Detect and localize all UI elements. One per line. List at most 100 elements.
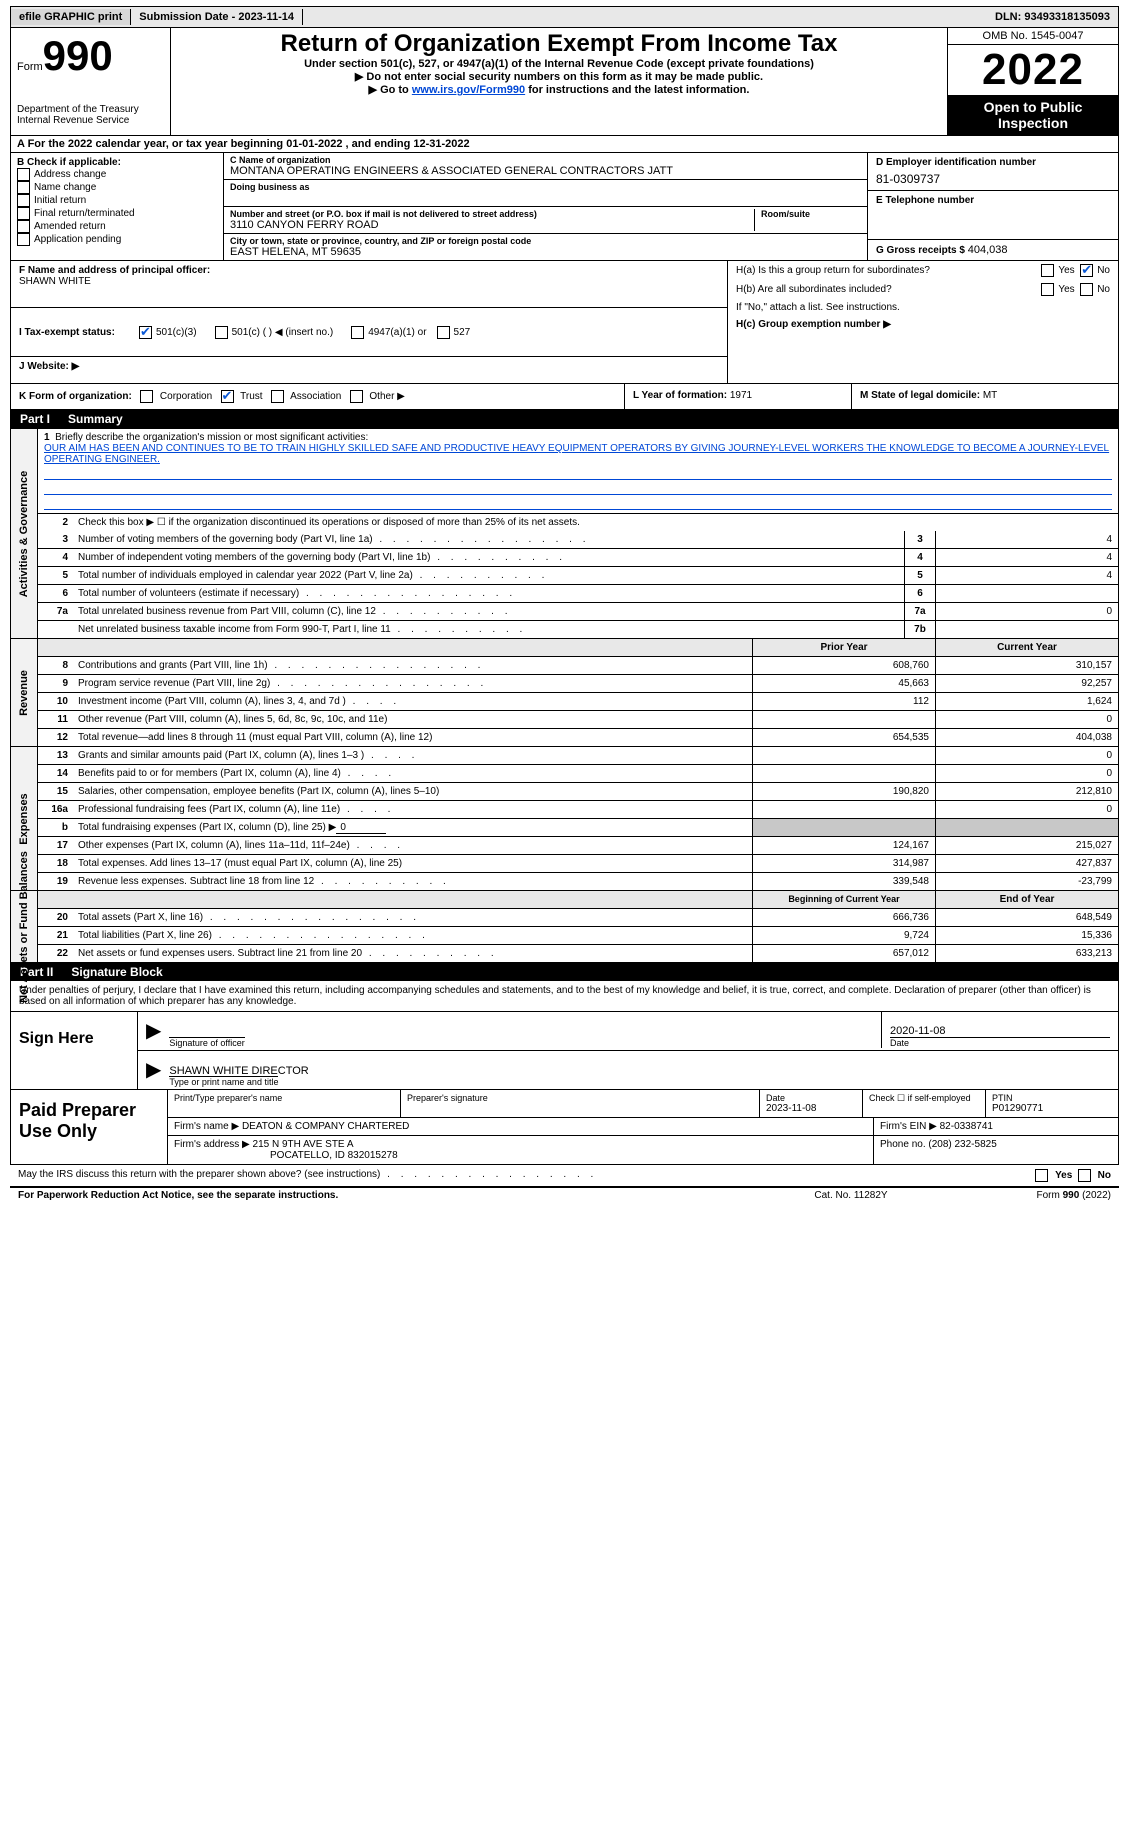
l1-label: Briefly describe the organization's miss… xyxy=(55,432,368,443)
prep-date-label: Date xyxy=(766,1093,856,1103)
addr-label: Number and street (or P.O. box if mail i… xyxy=(230,209,754,219)
checkbox-final-return[interactable] xyxy=(17,207,30,220)
v5: 4 xyxy=(935,567,1118,584)
l14: Benefits paid to or for members (Part IX… xyxy=(74,765,752,782)
l17: Other expenses (Part IX, column (A), lin… xyxy=(74,837,752,854)
c22: 633,213 xyxy=(935,945,1118,962)
checkbox-corp[interactable] xyxy=(140,390,153,403)
p17: 124,167 xyxy=(752,837,935,854)
checkbox-hb-yes[interactable] xyxy=(1041,283,1054,296)
side-revenue: Revenue xyxy=(11,639,38,746)
c18: 427,837 xyxy=(935,855,1118,872)
p19: 339,548 xyxy=(752,873,935,890)
checkbox-assoc[interactable] xyxy=(271,390,284,403)
tax-year: 2022 xyxy=(948,45,1118,95)
officer-label: F Name and address of principal officer: xyxy=(19,265,719,276)
prep-name-label: Print/Type preparer's name xyxy=(174,1093,394,1103)
dba-label: Doing business as xyxy=(230,182,861,192)
c14: 0 xyxy=(935,765,1118,782)
officer-printed-name: SHAWN WHITE DIRECTOR xyxy=(169,1065,1110,1077)
firm-phone: (208) 232-5825 xyxy=(928,1139,996,1150)
p11 xyxy=(752,711,935,728)
dln: DLN: 93493318135093 xyxy=(987,9,1118,25)
part2-header: Part II Signature Block xyxy=(10,963,1119,981)
c15: 212,810 xyxy=(935,783,1118,800)
checkbox-501c3[interactable] xyxy=(139,326,152,339)
c8: 310,157 xyxy=(935,657,1118,674)
room-label: Room/suite xyxy=(761,209,861,219)
hdr-end: End of Year xyxy=(935,891,1118,908)
submission-date: Submission Date - 2023-11-14 xyxy=(131,9,303,25)
p16a xyxy=(752,801,935,818)
paid-preparer-label: Paid Preparer Use Only xyxy=(11,1090,168,1164)
p18: 314,987 xyxy=(752,855,935,872)
c10: 1,624 xyxy=(935,693,1118,710)
firm-addr-label: Firm's address ▶ xyxy=(174,1139,253,1150)
firm-name-label: Firm's name ▶ xyxy=(174,1121,242,1132)
v6 xyxy=(935,585,1118,602)
goto-note: Go to www.irs.gov/Form990 for instructio… xyxy=(177,83,941,96)
checkbox-4947[interactable] xyxy=(351,326,364,339)
checkbox-name-change[interactable] xyxy=(17,181,30,194)
firm-addr2: POCATELLO, ID 832015278 xyxy=(270,1150,398,1161)
l13: Grants and similar amounts paid (Part IX… xyxy=(74,747,752,764)
dept-treasury: Department of the Treasury Internal Reve… xyxy=(17,104,164,126)
officer-name: SHAWN WHITE xyxy=(19,276,719,287)
ptin-value: P01290771 xyxy=(992,1103,1112,1114)
checkbox-discuss-no[interactable] xyxy=(1078,1169,1091,1182)
checkbox-amended[interactable] xyxy=(17,220,30,233)
l12: Total revenue—add lines 8 through 11 (mu… xyxy=(74,729,752,746)
sig-date: 2020-11-08 xyxy=(890,1025,1110,1037)
checkbox-527[interactable] xyxy=(437,326,450,339)
c19: -23,799 xyxy=(935,873,1118,890)
irs-link[interactable]: www.irs.gov/Form990 xyxy=(412,84,525,96)
l7b: Net unrelated business taxable income fr… xyxy=(74,621,904,638)
gross-label: G Gross receipts $ xyxy=(876,245,968,256)
c16a: 0 xyxy=(935,801,1118,818)
addr-value: 3110 CANYON FERRY ROAD xyxy=(230,219,754,231)
p15: 190,820 xyxy=(752,783,935,800)
ssn-note: Do not enter social security numbers on … xyxy=(177,70,941,83)
ha-label: H(a) Is this a group return for subordin… xyxy=(736,265,1041,276)
sig-date-label: Date xyxy=(890,1037,1110,1048)
checkbox-discuss-yes[interactable] xyxy=(1035,1169,1048,1182)
checkbox-501c[interactable] xyxy=(215,326,228,339)
l9: Program service revenue (Part VIII, line… xyxy=(74,675,752,692)
sig-officer-label: Signature of officer xyxy=(169,1037,244,1048)
form-subtitle: Under section 501(c), 527, or 4947(a)(1)… xyxy=(177,58,941,70)
mission-text: OUR AIM HAS BEEN AND CONTINUES TO BE TO … xyxy=(44,443,1112,465)
checkbox-hb-no[interactable] xyxy=(1080,283,1093,296)
checkbox-address-change[interactable] xyxy=(17,168,30,181)
firm-addr1: 215 N 9TH AVE STE A xyxy=(253,1139,354,1150)
c11: 0 xyxy=(935,711,1118,728)
l5: Total number of individuals employed in … xyxy=(74,567,904,584)
checkbox-trust[interactable] xyxy=(221,390,234,403)
sign-arrow-icon: ▶ xyxy=(146,1018,161,1043)
c13: 0 xyxy=(935,747,1118,764)
checkbox-app-pending[interactable] xyxy=(17,233,30,246)
hdr-begin: Beginning of Current Year xyxy=(752,891,935,908)
paperwork-notice: For Paperwork Reduction Act Notice, see … xyxy=(18,1190,751,1201)
l20: Total assets (Part X, line 16) xyxy=(74,909,752,926)
may-irs-discuss: May the IRS discuss this return with the… xyxy=(18,1169,1035,1182)
side-netassets: Net Assets or Fund Balances xyxy=(11,891,38,962)
p9: 45,663 xyxy=(752,675,935,692)
c21: 15,336 xyxy=(935,927,1118,944)
name-arrow-icon: ▶ xyxy=(146,1057,161,1082)
hdr-curr: Current Year xyxy=(935,639,1118,656)
c20: 648,549 xyxy=(935,909,1118,926)
efile-print-button[interactable]: efile GRAPHIC print xyxy=(11,9,131,25)
checkbox-ha-no[interactable] xyxy=(1080,264,1093,277)
c9: 92,257 xyxy=(935,675,1118,692)
form-title: Return of Organization Exempt From Incom… xyxy=(177,30,941,58)
cat-no: Cat. No. 11282Y xyxy=(751,1190,951,1201)
row-a-tax-year: A For the 2022 calendar year, or tax yea… xyxy=(11,136,1118,152)
l7a: Total unrelated business revenue from Pa… xyxy=(74,603,904,620)
checkbox-ha-yes[interactable] xyxy=(1041,264,1054,277)
l21: Total liabilities (Part X, line 26) xyxy=(74,927,752,944)
checkbox-other[interactable] xyxy=(350,390,363,403)
hb-note: If "No," attach a list. See instructions… xyxy=(736,302,1110,313)
org-name: MONTANA OPERATING ENGINEERS & ASSOCIATED… xyxy=(230,165,861,177)
checkbox-initial-return[interactable] xyxy=(17,194,30,207)
l3: Number of voting members of the governin… xyxy=(74,531,904,548)
